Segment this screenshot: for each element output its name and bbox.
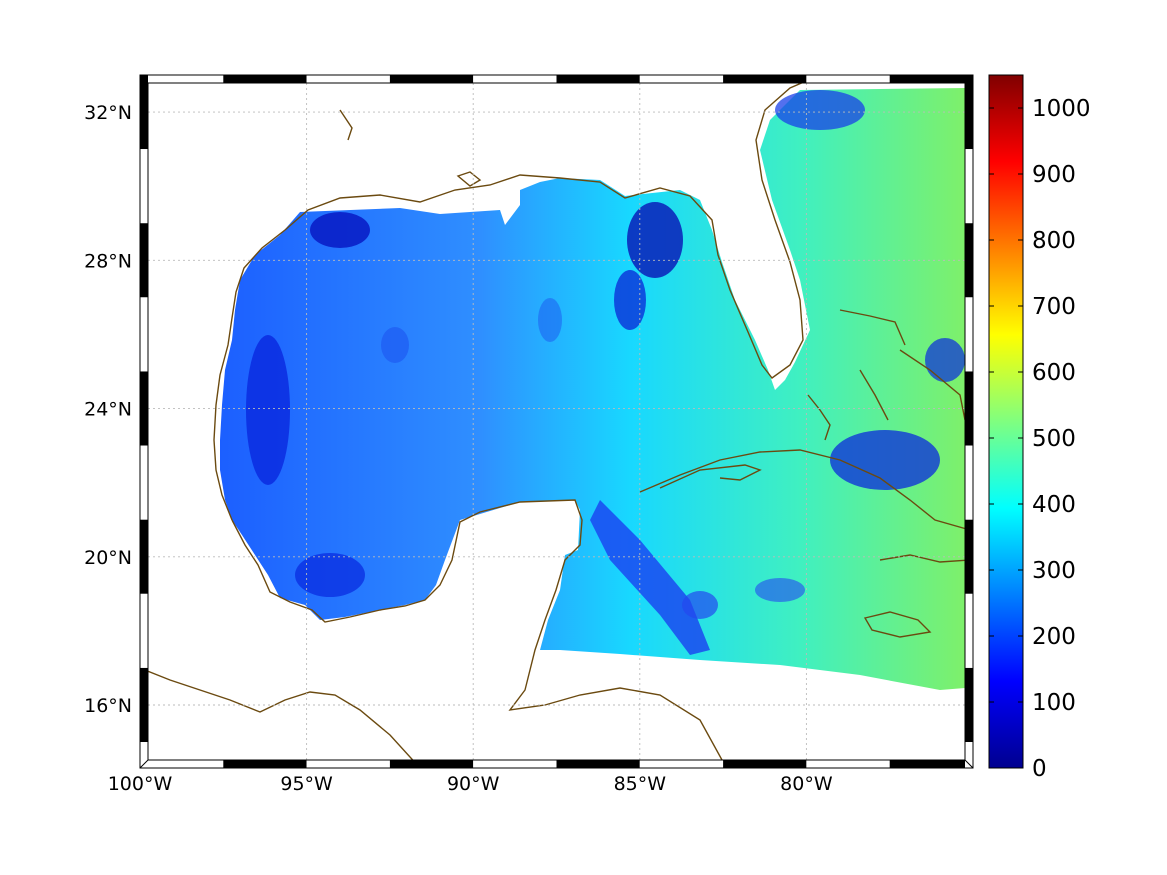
frame-segment <box>723 75 807 83</box>
frame-corner <box>139 759 149 769</box>
frame-segment <box>140 75 224 83</box>
frame-segment <box>306 760 390 768</box>
frame-segment <box>140 742 148 768</box>
frame-segment <box>965 371 973 446</box>
latitude-label: 16°N <box>84 695 132 717</box>
longitude-label: 80°W <box>780 773 833 795</box>
frame-segment <box>140 297 148 372</box>
frame-segment <box>223 75 307 83</box>
map-frame <box>139 74 974 769</box>
frame-segment <box>965 742 973 768</box>
colorbar-tick-label: 500 <box>1032 426 1076 452</box>
frame-corner <box>139 74 149 84</box>
frame-segment <box>556 75 640 83</box>
frame-inner-outline <box>147 82 966 761</box>
frame-segment <box>140 149 148 224</box>
longitude-label: 85°W <box>614 773 667 795</box>
latitude-label: 24°N <box>84 399 132 421</box>
colorbar-tick-label: 0 <box>1032 756 1047 782</box>
longitude-label: 100°W <box>108 773 173 795</box>
frame-segment <box>223 760 307 768</box>
frame-segment <box>965 519 973 594</box>
frame-segment <box>639 760 724 768</box>
frame-corner <box>964 759 974 769</box>
frame-segment <box>389 75 474 83</box>
colorbar-tick-label: 900 <box>1032 162 1076 188</box>
graticule <box>148 83 965 760</box>
frame-segment <box>140 223 148 298</box>
frame-segment <box>140 75 148 150</box>
colorbar <box>988 74 1024 769</box>
frame-segment <box>140 445 148 520</box>
frame-segment <box>473 75 557 83</box>
longitude-label: 90°W <box>447 773 500 795</box>
frame-segment <box>140 760 224 768</box>
longitude-labels: 100°W 95°W 90°W 85°W 80°W <box>108 773 833 795</box>
colorbar-tick-label: 800 <box>1032 228 1076 254</box>
colorbar-tick-label: 200 <box>1032 624 1076 650</box>
frame-segment <box>389 760 474 768</box>
frame-segment <box>723 760 807 768</box>
colorbar-tick-label: 700 <box>1032 294 1076 320</box>
latitude-label: 20°N <box>84 547 132 569</box>
colorbar-tick-label: 1000 <box>1032 96 1091 122</box>
frame-segment <box>306 75 390 83</box>
frame-segment <box>639 75 724 83</box>
frame-segment <box>806 75 890 83</box>
frame-outline <box>139 74 974 769</box>
frame-segment <box>473 760 557 768</box>
latitude-label: 32°N <box>84 102 132 124</box>
frame-segment <box>140 371 148 446</box>
frame-segment <box>889 75 973 83</box>
frame-segment <box>889 760 973 768</box>
frame-segment <box>965 297 973 372</box>
frame-corner <box>964 74 974 84</box>
data-field <box>220 88 965 690</box>
frame-segment <box>965 445 973 520</box>
frame-segment <box>806 760 890 768</box>
frame-segment <box>965 149 973 224</box>
colorbar-ticks: 0 100 200 300 400 500 600 700 800 900 1000 <box>989 96 1091 782</box>
latitude-labels: 16°N 20°N 24°N 28°N 32°N <box>84 102 132 717</box>
colorbar-tick-label: 400 <box>1032 492 1076 518</box>
frame-segment <box>556 760 640 768</box>
frame-segment <box>965 223 973 298</box>
colorbar-tick-label: 100 <box>1032 690 1076 716</box>
colorbar-tick-label: 600 <box>1032 360 1076 386</box>
frame-segment <box>140 593 148 668</box>
frame-segment <box>965 593 973 668</box>
frame-segment <box>965 75 973 150</box>
frame-segment <box>140 667 148 743</box>
longitude-label: 95°W <box>280 773 333 795</box>
latitude-label: 28°N <box>84 250 132 272</box>
frame-segment <box>965 667 973 743</box>
colorbar-tick-label: 300 <box>1032 558 1076 584</box>
frame-segment <box>140 519 148 594</box>
